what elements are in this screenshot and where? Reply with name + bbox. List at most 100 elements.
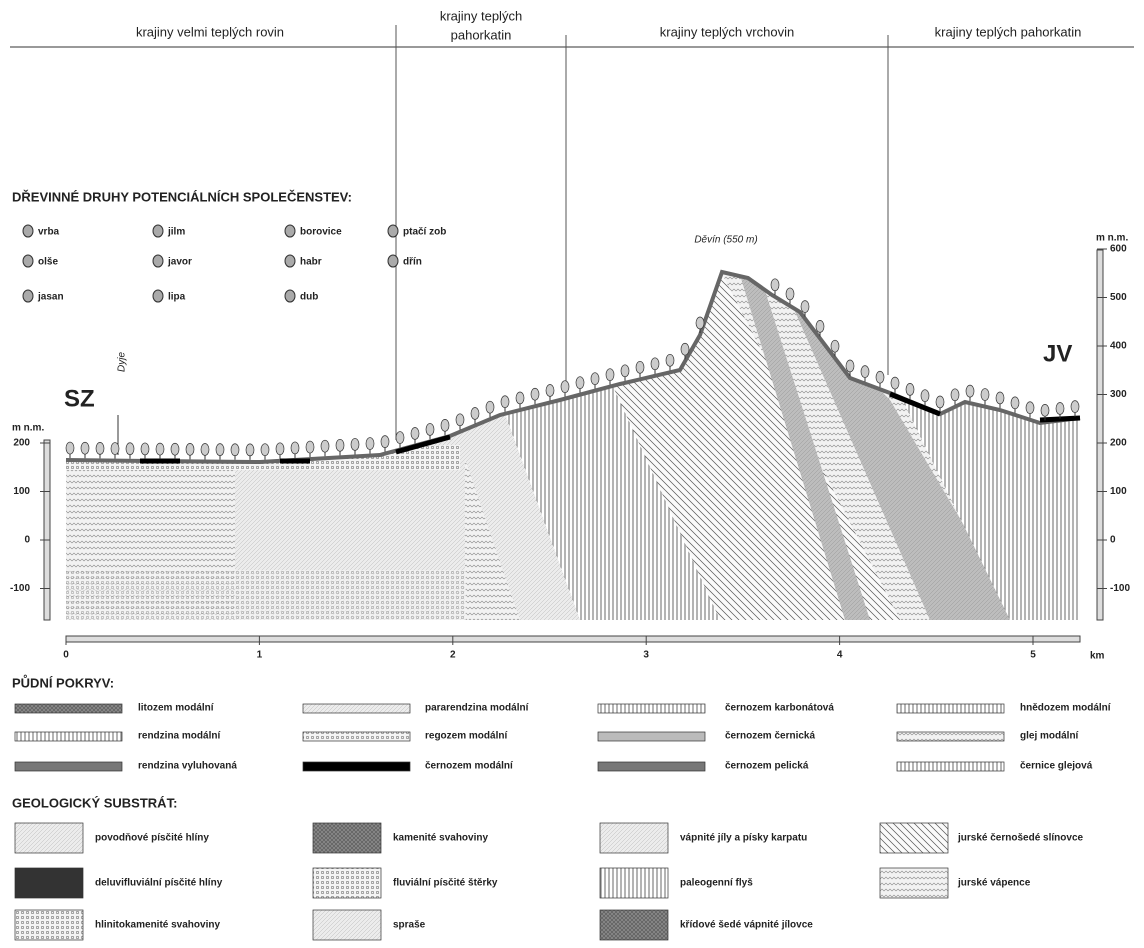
geology-label: deluvifluviální písčité hlíny [95, 878, 223, 889]
species-icon [153, 290, 163, 302]
y-tick-label: 400 [1110, 341, 1127, 352]
tree [81, 442, 89, 454]
geology-swatch [313, 868, 381, 898]
y-tick-label: 0 [24, 535, 30, 546]
x-tick-label: 5 [1030, 650, 1036, 661]
tree [906, 383, 914, 395]
species-label: lipa [168, 292, 186, 303]
x-axis-bar [66, 636, 1080, 642]
zone-label: krajiny teplých vrchovin [660, 24, 794, 39]
species-icon [285, 290, 295, 302]
tree [831, 340, 839, 352]
y-tick-label: -100 [10, 583, 30, 594]
tree [156, 443, 164, 455]
axis-unit: m n.m. [12, 423, 44, 434]
tree [426, 423, 434, 435]
tree [591, 373, 599, 385]
tree [666, 354, 674, 366]
x-tick-label: 3 [643, 650, 649, 661]
y-tick-label: 100 [1110, 486, 1127, 497]
y-tick-label: 500 [1110, 292, 1127, 303]
species-icon [23, 255, 33, 267]
species-icon [153, 225, 163, 237]
x-tick-label: 1 [257, 650, 263, 661]
tree [411, 428, 419, 440]
geology-section [66, 250, 1090, 630]
tree [1056, 403, 1064, 415]
tree [186, 443, 194, 455]
tree [231, 444, 239, 456]
left-axis-bar [44, 440, 50, 620]
soil-swatch [15, 762, 122, 771]
tree [276, 443, 284, 455]
tree [291, 442, 299, 454]
tree [501, 396, 509, 408]
y-tick-label: 0 [1110, 535, 1116, 546]
y-tick-label: -100 [1110, 583, 1130, 594]
soil-swatch [15, 732, 122, 741]
tree [321, 440, 329, 452]
tree [681, 343, 689, 355]
tree [336, 439, 344, 451]
tree [366, 438, 374, 450]
species-label: jasan [37, 292, 64, 303]
soil-swatch [897, 732, 1004, 741]
soil-swatch [897, 704, 1004, 713]
tree [111, 443, 119, 455]
soil-swatch [598, 732, 705, 741]
species-label: ptačí zob [403, 227, 446, 238]
tree [561, 381, 569, 393]
geology-label: spraše [393, 920, 426, 931]
zone-label: krajiny velmi teplých rovin [136, 24, 284, 39]
tree [351, 438, 359, 450]
geology-label: jurské černošedé slínovce [957, 833, 1084, 844]
soil-label: rendzina modální [138, 731, 221, 742]
tree [966, 385, 974, 397]
tree [471, 408, 479, 420]
geology-swatch [600, 823, 668, 853]
tree [1041, 404, 1049, 416]
species-label: habr [300, 257, 322, 268]
species-label: olše [38, 257, 58, 268]
geology-label: povodňové písčité hlíny [95, 833, 209, 844]
tree [1071, 401, 1079, 413]
geology-title: GEOLOGICKÝ SUBSTRÁT: [12, 795, 177, 810]
tree [531, 388, 539, 400]
species-icon [153, 255, 163, 267]
soil-label: litozem modální [138, 703, 215, 714]
geology-swatch [15, 868, 83, 898]
soil-label: pararendzina modální [425, 703, 530, 714]
geology-label: křídové šedé vápnité jílovce [680, 920, 813, 931]
tree [576, 377, 584, 389]
tree [816, 320, 824, 332]
tree [696, 317, 704, 329]
soil-label: glej modální [1020, 731, 1080, 742]
soil-swatch [598, 762, 705, 771]
tree [1026, 402, 1034, 414]
tree [486, 401, 494, 413]
soil-title: PŮDNÍ POKRYV: [12, 674, 114, 690]
geology-swatch [600, 910, 668, 940]
tree [936, 396, 944, 408]
tree [891, 377, 899, 389]
diagram: krajiny velmi teplých rovin krajiny teplý… [0, 0, 1144, 943]
geology-label: paleogenní flyš [680, 878, 753, 889]
soil-label: černozem černická [725, 731, 815, 742]
tree [651, 358, 659, 370]
geology-swatch [15, 910, 83, 940]
soil-label: černozem modální [425, 761, 514, 772]
tree [306, 441, 314, 453]
soil-label: černozem pelická [725, 761, 809, 772]
species-label: jilm [167, 227, 185, 238]
tree [636, 361, 644, 373]
soil-label: černozem karbonátová [725, 703, 834, 714]
y-tick-label: 600 [1110, 244, 1127, 255]
geology-label: vápnité jíly a písky karpatu [680, 833, 807, 844]
tree [66, 442, 74, 454]
soil-swatch [303, 762, 410, 771]
soil-label: rendzina vyluhovaná [138, 761, 237, 772]
geology-swatch [313, 823, 381, 853]
peak-label: Děvín (550 m) [694, 235, 757, 246]
tree [246, 444, 254, 456]
geology-swatch [880, 868, 948, 898]
